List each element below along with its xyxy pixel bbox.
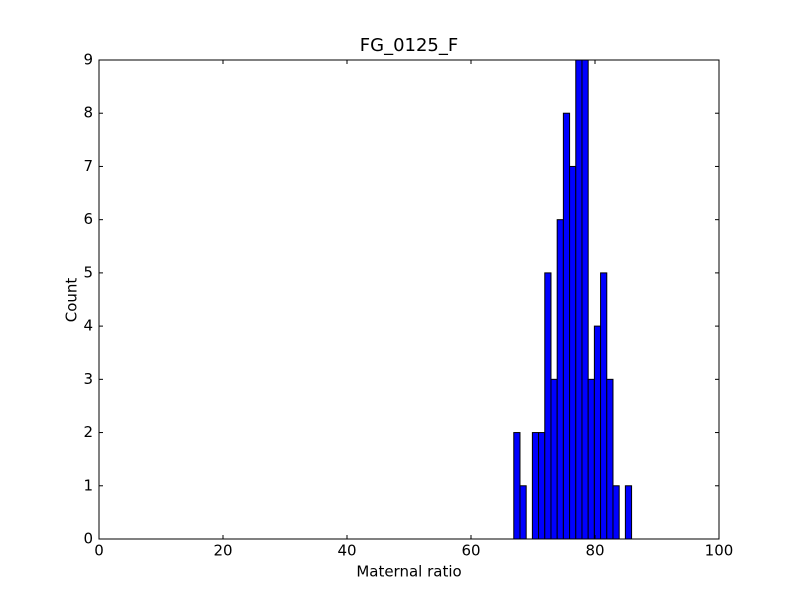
x-tick-label: 40	[337, 542, 356, 560]
bar	[550, 378, 558, 540]
bar	[581, 59, 589, 540]
bar	[513, 432, 521, 540]
y-tick-label: 4	[83, 317, 93, 335]
bar	[600, 272, 608, 540]
y-tick-label: 3	[83, 370, 93, 388]
bar	[544, 272, 552, 540]
bar	[606, 378, 614, 540]
bar	[593, 325, 602, 540]
y-tick-label: 7	[83, 157, 93, 175]
bar	[531, 432, 540, 540]
bar	[587, 378, 595, 540]
y-tick-label: 9	[83, 51, 93, 69]
chart-title: FG_0125_F	[360, 35, 458, 56]
x-tick-label: 0	[94, 542, 104, 560]
x-tick-label: 80	[585, 542, 604, 560]
x-tick-label: 100	[705, 542, 734, 560]
y-tick-label: 6	[83, 210, 93, 228]
x-axis-label: Maternal ratio	[356, 563, 461, 581]
x-tick-label: 20	[213, 542, 232, 560]
y-tick-label: 0	[83, 530, 93, 548]
x-tick-label: 60	[461, 542, 480, 560]
bar	[612, 485, 620, 540]
y-axis-label: Count	[63, 278, 81, 323]
y-tick-label: 2	[83, 423, 93, 441]
bar	[556, 219, 564, 540]
y-tick-label: 1	[83, 476, 93, 494]
y-tick-label: 8	[83, 104, 93, 122]
bar	[569, 165, 577, 540]
bar	[538, 432, 546, 540]
plot-frame	[98, 59, 720, 540]
y-tick-label: 5	[83, 263, 93, 281]
bar	[562, 112, 571, 540]
bar	[624, 485, 633, 540]
bar	[519, 485, 527, 540]
bar	[575, 59, 583, 540]
